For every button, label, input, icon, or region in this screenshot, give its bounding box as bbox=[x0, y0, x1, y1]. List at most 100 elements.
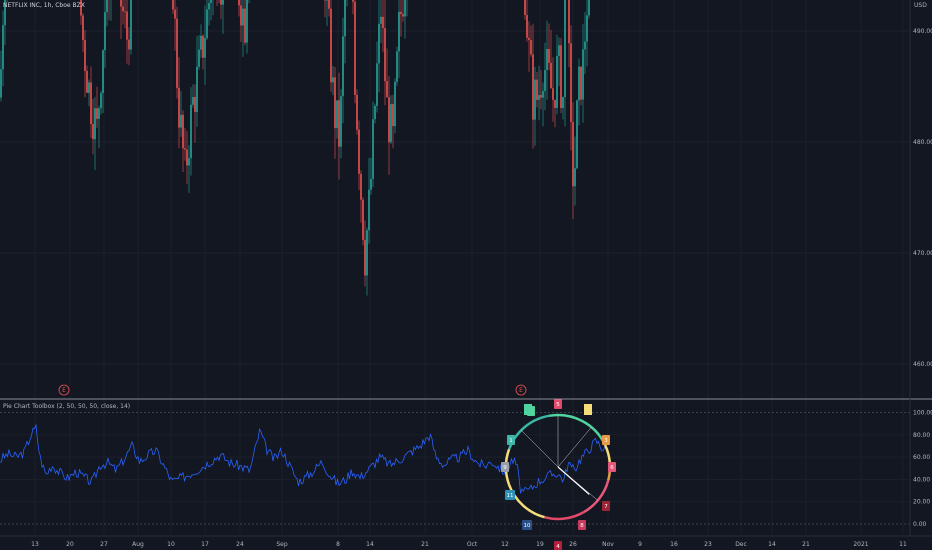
candle-body bbox=[180, 114, 182, 128]
candle-body bbox=[126, 11, 128, 40]
pie-segment-label: 1 bbox=[509, 438, 513, 444]
candle-body bbox=[558, 45, 560, 56]
rsi-tick-label: 40.00 bbox=[913, 476, 930, 483]
candle-body bbox=[188, 158, 190, 166]
rsi-tick-label: 20.00 bbox=[913, 499, 930, 506]
candle-body bbox=[586, 15, 588, 42]
pie-segment-label: 3 bbox=[604, 438, 608, 444]
candle-body bbox=[544, 69, 546, 92]
candle-body bbox=[98, 108, 100, 119]
candle-body bbox=[532, 54, 534, 120]
candle-body bbox=[538, 95, 540, 100]
candle-body bbox=[382, 16, 384, 29]
time-tick-label: 8 bbox=[336, 541, 340, 548]
candle-body bbox=[342, 36, 344, 97]
earnings-marker-label: E bbox=[519, 387, 523, 394]
candle-body bbox=[334, 77, 336, 129]
candle-body bbox=[368, 189, 370, 231]
candle-body bbox=[238, 0, 240, 6]
candle-body bbox=[526, 15, 528, 38]
pie-segment-tag bbox=[608, 462, 616, 472]
time-tick-label: 2021 bbox=[853, 541, 868, 548]
candle-body bbox=[330, 8, 332, 83]
candle-body bbox=[380, 16, 382, 24]
candle-body bbox=[86, 70, 88, 93]
candle-body bbox=[100, 93, 102, 109]
candle-body bbox=[120, 0, 122, 7]
time-tick-label: Sep bbox=[276, 541, 288, 548]
candle-body bbox=[340, 96, 342, 147]
candle-body bbox=[328, 0, 330, 9]
price-tick-label: 490.00 bbox=[913, 28, 932, 35]
candle-body bbox=[582, 49, 584, 100]
candle-body bbox=[88, 82, 90, 93]
candle-body bbox=[370, 178, 372, 190]
candle-body bbox=[384, 28, 386, 82]
candle-body bbox=[336, 100, 338, 129]
time-tick-label: 20 bbox=[66, 541, 74, 548]
time-tick-label: 21 bbox=[421, 541, 429, 548]
candle-body bbox=[574, 168, 576, 187]
pie-segment-tag bbox=[501, 462, 509, 472]
time-tick-label: 12 bbox=[501, 541, 509, 548]
candle-body bbox=[374, 105, 376, 120]
pie-pointer bbox=[557, 466, 590, 495]
candle-body bbox=[354, 1, 356, 95]
time-tick-label: 10 bbox=[167, 541, 175, 548]
candle-body bbox=[578, 66, 580, 101]
price-tick-label: 460.00 bbox=[913, 361, 932, 368]
indicator-title[interactable]: Pie Chart Toolbox (2, 50, 50, 50, close,… bbox=[3, 403, 131, 410]
candle-body bbox=[552, 88, 554, 100]
pie-segment-tag bbox=[602, 501, 610, 511]
candle-body bbox=[206, 9, 208, 39]
candle-body bbox=[542, 91, 544, 98]
pie-ring-arc bbox=[507, 484, 545, 519]
earnings-marker-label: E bbox=[62, 387, 66, 394]
currency-label: USD bbox=[914, 2, 927, 9]
candle-body bbox=[554, 99, 556, 108]
candle-body bbox=[178, 87, 180, 128]
candle-body bbox=[176, 18, 178, 88]
pie-segment-label: 7 bbox=[604, 504, 608, 510]
pie-chart-overlay: 12 3 4 5 6 7 8 9 10 11 bbox=[501, 399, 616, 550]
candle-body bbox=[182, 114, 184, 149]
pie-segment-tag bbox=[578, 520, 586, 530]
candle-body bbox=[338, 100, 340, 147]
candle-body bbox=[524, 0, 526, 16]
candle-body bbox=[548, 49, 550, 63]
pie-segment-label: 5 bbox=[556, 402, 560, 408]
rsi-tick-label: 0.00 bbox=[913, 521, 927, 528]
candle-body bbox=[366, 230, 368, 276]
candle-body bbox=[356, 94, 358, 130]
candle-body bbox=[184, 148, 186, 150]
price-candles bbox=[0, 0, 590, 296]
rsi-tick-label: 60.00 bbox=[913, 454, 930, 461]
pie-ring-arc bbox=[544, 510, 585, 521]
candle-body bbox=[404, 0, 406, 17]
candle-body bbox=[92, 124, 94, 140]
candle-body bbox=[584, 41, 586, 50]
pie-ring-arc bbox=[548, 413, 607, 446]
candle-body bbox=[4, 0, 6, 26]
candle-body bbox=[564, 0, 566, 98]
candle-body bbox=[240, 5, 242, 26]
candle-body bbox=[588, 0, 590, 16]
candle-body bbox=[570, 43, 572, 123]
candle-body bbox=[576, 100, 578, 169]
candle-body bbox=[398, 11, 400, 52]
candle-body bbox=[390, 104, 392, 143]
candle-body bbox=[186, 149, 188, 166]
pie-segment-label: 6 bbox=[610, 465, 614, 471]
candle-body bbox=[344, 0, 346, 37]
candle-body bbox=[536, 79, 538, 100]
candle-body bbox=[220, 0, 222, 5]
pie-ring-arc bbox=[583, 480, 610, 514]
candle-body bbox=[378, 23, 380, 64]
candle-body bbox=[372, 119, 374, 179]
candle-body bbox=[174, 9, 176, 19]
candle-body bbox=[332, 77, 334, 83]
candle-body bbox=[102, 50, 104, 94]
symbol-title[interactable]: NETFLIX INC, 1h, Cboe BZX bbox=[3, 2, 85, 9]
candle-body bbox=[546, 49, 548, 70]
